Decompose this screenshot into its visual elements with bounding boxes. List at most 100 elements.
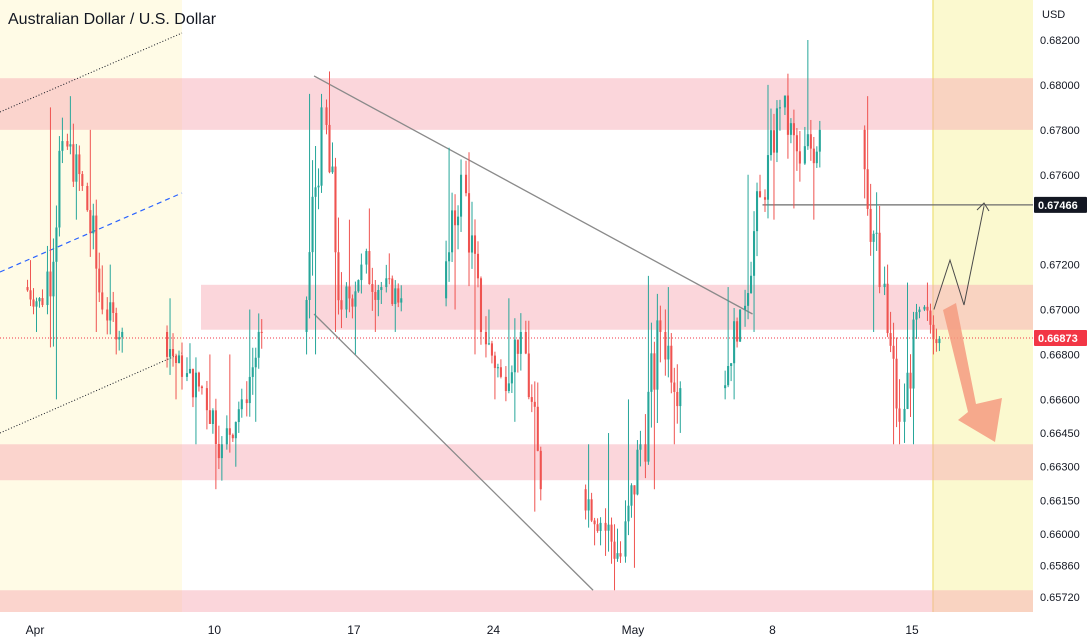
candle-body bbox=[519, 331, 522, 354]
candle-body bbox=[52, 261, 55, 297]
x-tick-label: May bbox=[622, 623, 645, 637]
candle-body bbox=[895, 358, 898, 409]
candle-body bbox=[479, 278, 483, 332]
candle-body bbox=[613, 541, 616, 559]
candle-body bbox=[46, 271, 49, 306]
candle-body bbox=[789, 123, 792, 135]
candle-body bbox=[872, 233, 875, 242]
candle-body bbox=[451, 210, 454, 253]
candle-body bbox=[755, 191, 759, 232]
candle-body bbox=[775, 108, 779, 153]
candle-body bbox=[533, 401, 536, 407]
y-tick-label: 0.66600 bbox=[1040, 394, 1080, 406]
candle-body bbox=[487, 343, 490, 345]
candle-body bbox=[311, 196, 314, 253]
candlesticks bbox=[26, 40, 941, 591]
candle-body bbox=[214, 410, 217, 444]
bullish-projection-arrowhead bbox=[976, 202, 990, 212]
candle-body bbox=[357, 280, 360, 292]
candle-body bbox=[584, 489, 587, 511]
candle-body bbox=[803, 146, 806, 164]
candle-body bbox=[733, 321, 736, 364]
candle-body bbox=[659, 320, 662, 332]
candle-body bbox=[766, 155, 770, 200]
candle-body bbox=[596, 524, 599, 531]
price-zone bbox=[0, 590, 1033, 615]
candle-body bbox=[61, 141, 64, 151]
candle-body bbox=[490, 343, 493, 356]
candle-body bbox=[317, 185, 320, 188]
chart-title: Australian Dollar / U.S. Dollar bbox=[8, 11, 217, 28]
y-tick-label: 0.65860 bbox=[1040, 561, 1080, 573]
candle-body bbox=[903, 408, 906, 422]
candle-body bbox=[225, 428, 228, 445]
candle-body bbox=[118, 337, 121, 340]
candle-body bbox=[185, 373, 189, 377]
candle-body bbox=[445, 261, 448, 299]
candle-body bbox=[906, 372, 909, 409]
candle-body bbox=[454, 210, 457, 226]
candle-body bbox=[516, 339, 519, 354]
candle-body bbox=[786, 95, 789, 135]
candle-body bbox=[639, 444, 642, 450]
x-tick-label: 24 bbox=[487, 623, 501, 637]
candle-body bbox=[496, 367, 499, 369]
candle-body bbox=[121, 331, 124, 338]
candle-body bbox=[237, 409, 240, 423]
candle-body bbox=[664, 331, 667, 360]
descending-channel-upper bbox=[313, 75, 753, 315]
candle-body bbox=[772, 130, 776, 153]
candle-body bbox=[795, 135, 798, 152]
candle-body bbox=[818, 129, 821, 152]
candle-body bbox=[673, 382, 676, 392]
candle-body bbox=[747, 293, 750, 306]
candle-body bbox=[72, 144, 75, 182]
candle-body bbox=[758, 191, 762, 198]
candle-body bbox=[365, 251, 368, 265]
y-tick-label: 0.67000 bbox=[1040, 305, 1080, 317]
candle-body bbox=[616, 553, 619, 559]
y-tick-label: 0.66450 bbox=[1040, 428, 1080, 440]
candle-body bbox=[78, 154, 81, 175]
candle-body bbox=[656, 320, 659, 390]
candle-body bbox=[929, 310, 932, 325]
candle-body bbox=[251, 367, 254, 377]
candle-body bbox=[653, 353, 656, 390]
candle-body bbox=[397, 288, 400, 303]
candle-body bbox=[89, 210, 92, 234]
candle-body bbox=[499, 367, 502, 377]
candle-body bbox=[932, 324, 935, 340]
candle-body bbox=[354, 291, 357, 307]
candle-body bbox=[205, 388, 208, 411]
candle-body bbox=[912, 319, 915, 389]
candle-body bbox=[923, 306, 926, 310]
y-tick-label: 0.66300 bbox=[1040, 462, 1080, 474]
candle-body bbox=[26, 287, 29, 291]
candle-body bbox=[610, 524, 613, 542]
price-zone bbox=[0, 444, 1033, 481]
y-tick-label: 0.68000 bbox=[1040, 80, 1080, 92]
candle-body bbox=[92, 215, 95, 234]
candle-body bbox=[926, 306, 929, 311]
candle-body bbox=[95, 215, 98, 269]
candle-body bbox=[863, 129, 866, 170]
x-tick-label: 15 bbox=[905, 623, 919, 637]
candle-body bbox=[510, 372, 513, 384]
candle-body bbox=[524, 331, 527, 354]
candle-body bbox=[368, 251, 371, 285]
support-resistance-zones bbox=[0, 78, 1033, 615]
x-tick-label: 10 bbox=[208, 623, 222, 637]
candle-body bbox=[866, 169, 869, 209]
candle-body bbox=[624, 521, 627, 557]
candle-body bbox=[69, 144, 72, 147]
candle-body bbox=[55, 227, 58, 262]
candle-body bbox=[314, 187, 317, 197]
candle-body bbox=[670, 345, 673, 383]
candle-body bbox=[513, 339, 516, 373]
candle-body bbox=[374, 291, 377, 300]
candle-body bbox=[391, 278, 394, 305]
x-tick-label: 17 bbox=[347, 623, 361, 637]
candle-body bbox=[371, 284, 374, 292]
